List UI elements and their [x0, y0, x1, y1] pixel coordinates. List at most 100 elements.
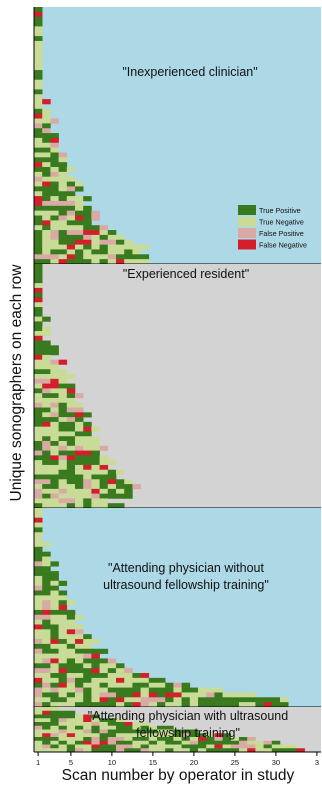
scan-cell — [280, 744, 289, 749]
scan-cell — [66, 737, 76, 742]
scan-cell — [42, 556, 51, 562]
scan-cell — [34, 527, 43, 533]
scan-cell — [99, 702, 109, 708]
scan-cell — [42, 479, 51, 485]
scan-cell — [58, 748, 68, 753]
scan-cell — [198, 740, 207, 745]
scan-cell — [50, 402, 59, 408]
scan-cell — [34, 196, 43, 202]
scan-cell — [50, 697, 59, 703]
scan-cell — [75, 474, 84, 480]
scan-cell — [34, 663, 43, 669]
scan-cell — [83, 474, 92, 480]
scan-cell — [34, 687, 43, 693]
scan-cell — [34, 740, 43, 745]
scan-cell — [42, 157, 51, 163]
scan-cell — [42, 244, 51, 250]
scan-cell — [75, 417, 84, 423]
scan-cell — [58, 733, 68, 738]
scan-cell — [140, 733, 150, 738]
scan-cell — [75, 658, 84, 664]
scan-cell — [50, 186, 59, 192]
scan-cell — [34, 205, 43, 211]
scan-cell — [34, 123, 43, 129]
scan-cell — [34, 402, 43, 408]
x-tick-label: 3 — [315, 758, 319, 767]
scan-cell — [50, 748, 59, 753]
scan-cell — [58, 740, 68, 745]
scan-cell — [230, 740, 240, 745]
scan-cell — [140, 677, 150, 684]
scan-cell — [42, 707, 51, 712]
scan-cell — [206, 744, 215, 749]
scan-cell — [42, 498, 51, 504]
scan-cell — [42, 108, 51, 114]
scan-cell — [66, 682, 76, 688]
scan-cell — [58, 629, 68, 635]
scan-cell — [75, 421, 84, 427]
scan-cell — [83, 722, 92, 727]
scan-cell — [75, 653, 84, 659]
scan-cell — [66, 663, 76, 669]
scan-cell — [42, 702, 51, 708]
scan-cell — [66, 722, 76, 727]
scan-cell — [83, 673, 92, 679]
scan-cell — [58, 196, 68, 202]
scan-cell — [91, 436, 100, 442]
scan-cell — [34, 215, 43, 221]
scan-cell — [99, 503, 109, 509]
scan-cell — [99, 445, 109, 451]
scan-cell — [140, 748, 150, 753]
scan-cell — [83, 653, 92, 659]
scan-cell — [50, 692, 59, 698]
scan-cell — [58, 460, 68, 466]
scan-cell — [132, 725, 141, 730]
x-tick-label: 20 — [190, 758, 198, 767]
scan-cell — [50, 162, 59, 168]
scan-cell — [75, 234, 84, 241]
scan-cell — [50, 215, 59, 221]
scan-cell — [50, 624, 59, 630]
scan-cell — [34, 455, 43, 461]
scan-cell — [247, 702, 256, 708]
scan-cell — [255, 748, 264, 753]
scan-cell — [116, 702, 125, 708]
scan-cell — [42, 162, 51, 168]
scan-cell — [91, 748, 100, 753]
scan-cell — [75, 484, 84, 490]
scan-cell — [66, 474, 76, 480]
scan-cell — [91, 488, 100, 494]
scan-cell — [198, 733, 207, 738]
scan-cell — [173, 697, 182, 703]
scan-cell — [58, 215, 68, 221]
scan-cell — [34, 729, 43, 734]
scan-cell — [148, 740, 158, 745]
scan-cell — [140, 697, 150, 703]
scan-cell — [107, 484, 117, 490]
scan-cell — [58, 668, 68, 674]
scan-cell — [83, 205, 92, 211]
scan-cell — [42, 585, 51, 591]
scan-cell — [75, 673, 84, 679]
x-tick-label: 30 — [272, 758, 280, 767]
scan-cell — [173, 748, 182, 753]
scan-cell — [42, 196, 51, 202]
scan-cell — [58, 714, 68, 719]
scan-cell — [42, 668, 51, 674]
scan-cell — [58, 259, 68, 265]
scan-cell — [34, 167, 43, 173]
scan-cell — [99, 748, 109, 753]
scan-cell — [247, 737, 256, 742]
scan-cell — [91, 639, 100, 645]
scan-cell — [66, 383, 76, 389]
scan-cell — [42, 450, 51, 456]
scan-cell — [50, 580, 59, 586]
scan-cell — [189, 697, 199, 703]
scan-cell — [34, 220, 43, 226]
scan-cell — [99, 479, 109, 485]
scan-cell — [91, 474, 100, 480]
scan-cell — [34, 273, 43, 279]
scan-cell — [75, 498, 84, 504]
scan-cell — [66, 687, 76, 693]
legend: True Positive True Negative False Positive… — [238, 205, 307, 250]
